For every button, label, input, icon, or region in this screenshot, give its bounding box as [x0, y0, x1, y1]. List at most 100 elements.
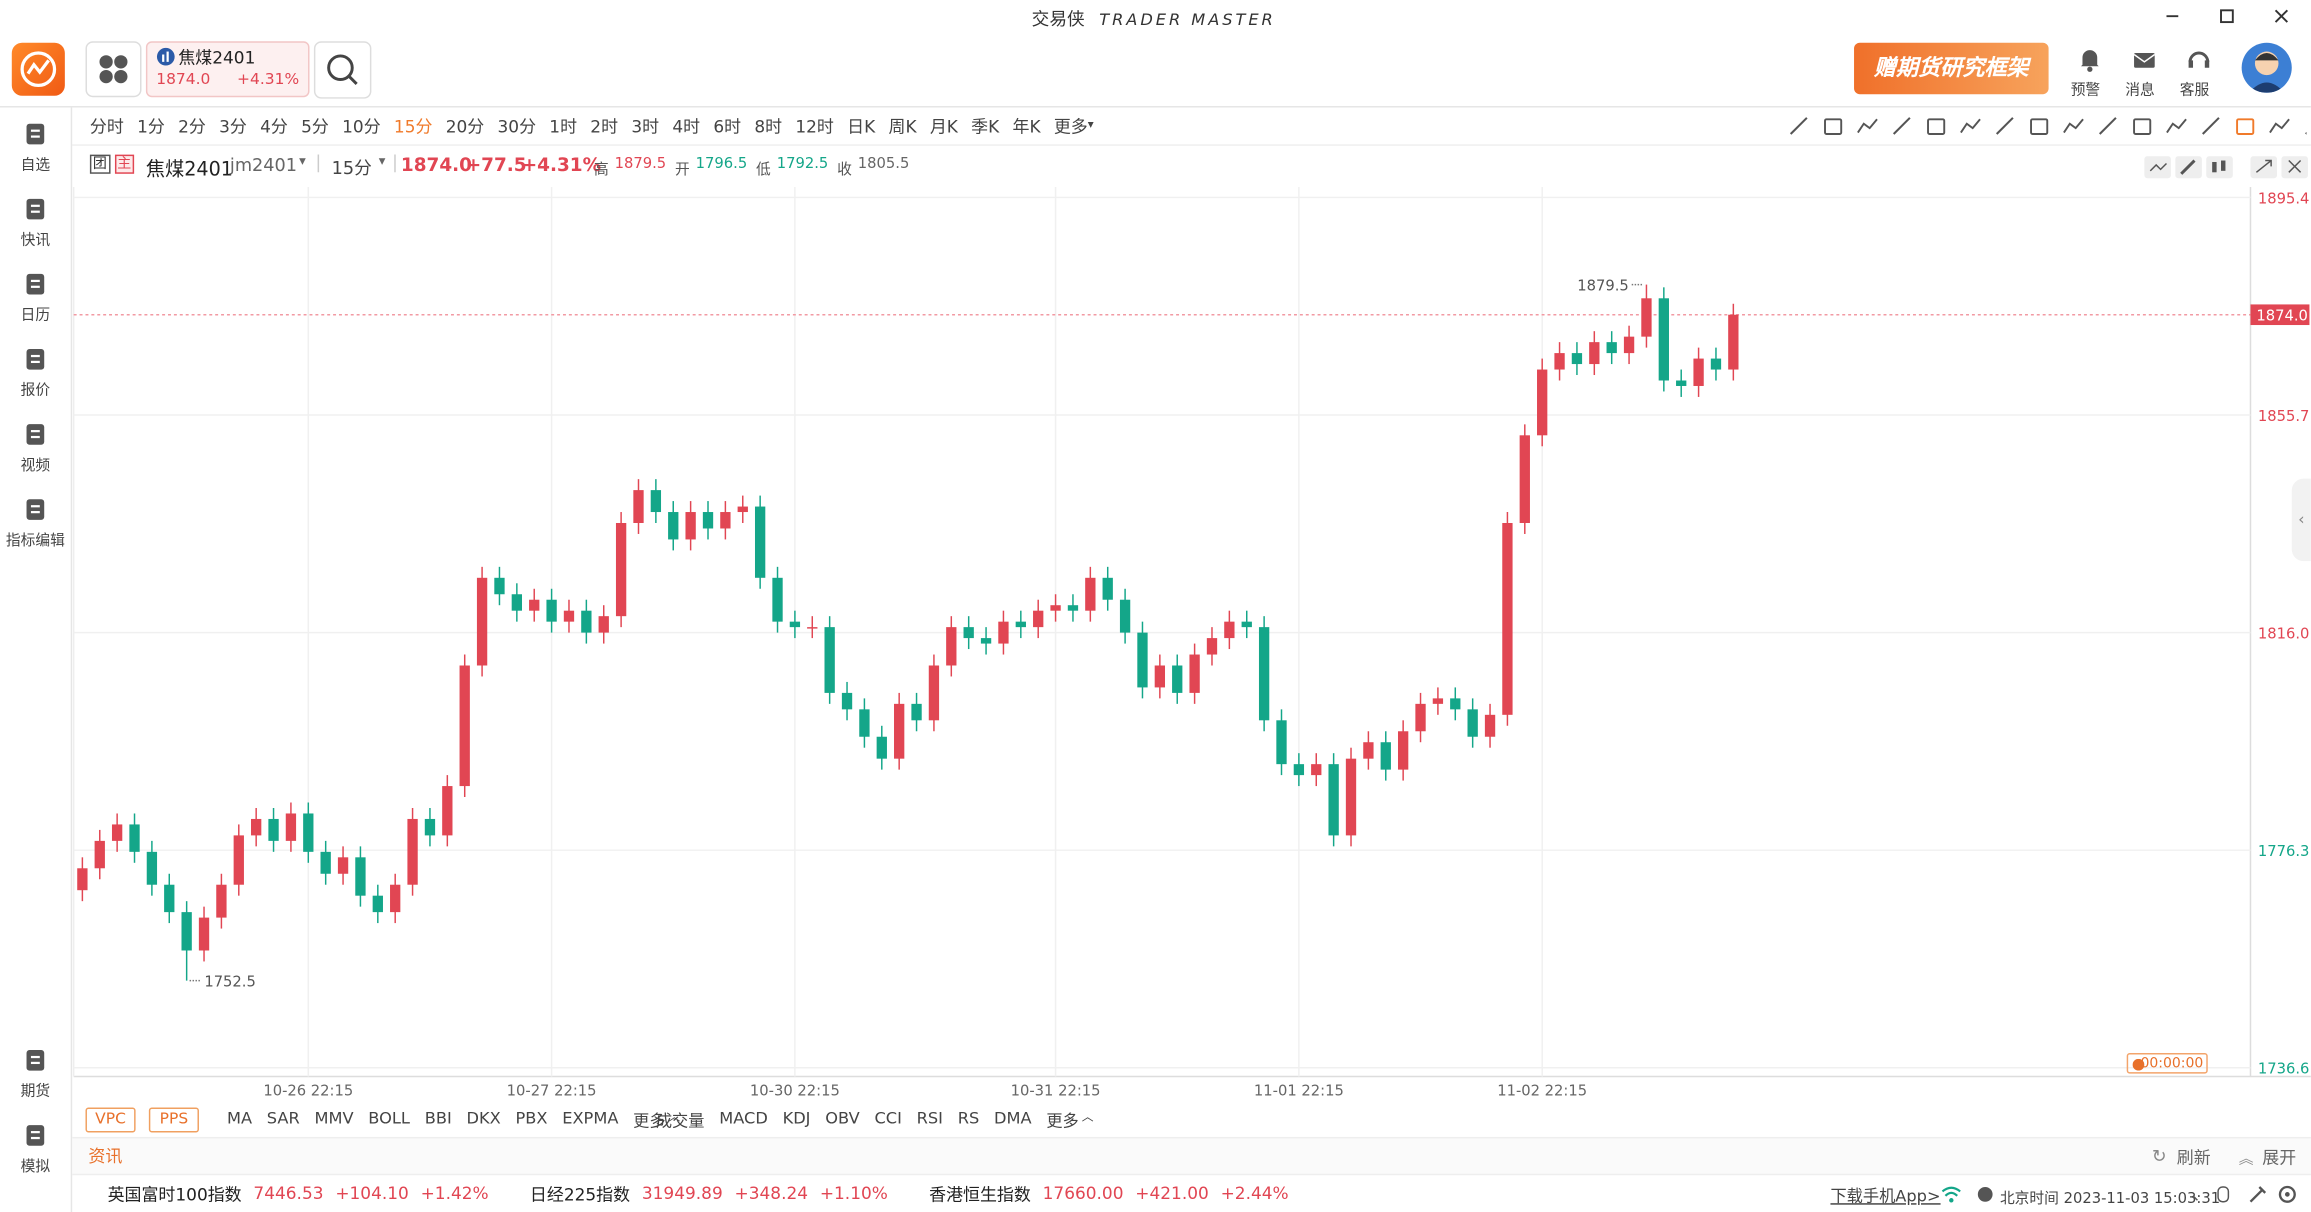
tool-button[interactable] — [1927, 118, 1946, 135]
indicator-option[interactable]: MACD — [719, 1108, 768, 1129]
period-option[interactable]: 更多 — [1053, 116, 1088, 137]
sidebar-item[interactable]: 自选 — [0, 121, 71, 174]
period-option[interactable]: 季K — [971, 116, 1000, 137]
tool-button[interactable] — [2166, 118, 2187, 134]
index-ticker[interactable]: 日经225指数 31949.89 +348.24 +1.10% — [530, 1183, 888, 1207]
indicator-option[interactable]: RS — [957, 1108, 980, 1129]
app-logo[interactable] — [11, 42, 65, 96]
period-option[interactable]: 2分 — [178, 116, 206, 137]
indicator-option[interactable]: SAR — [266, 1108, 300, 1129]
icon[interactable] — [2278, 1185, 2296, 1203]
expand-button[interactable]: 展开 — [2262, 1147, 2297, 1168]
indicator-option[interactable]: PBX — [515, 1108, 548, 1129]
index-ticker[interactable]: 香港恒生指数 17660.00 +421.00 +2.44% — [929, 1183, 1288, 1207]
period-option[interactable]: 15分 — [393, 116, 433, 137]
code-caret[interactable]: ▾ — [299, 154, 306, 170]
period-option[interactable]: 4分 — [260, 116, 288, 137]
tool-button[interactable] — [1960, 118, 1981, 134]
refresh-button[interactable]: 刷新 — [2176, 1147, 2211, 1168]
indicator-option[interactable]: KDJ — [782, 1108, 811, 1129]
sidebar-item[interactable]: 指标编辑 — [0, 496, 71, 549]
index-ticker[interactable]: 英国富时100指数 7446.53 +104.10 +1.42% — [108, 1183, 489, 1207]
tool-button[interactable] — [1857, 118, 1878, 134]
action-label[interactable]: 消息 — [2125, 82, 2155, 99]
search-button[interactable] — [313, 41, 372, 99]
user-avatar[interactable] — [2241, 42, 2292, 93]
period-option[interactable]: 4时 — [672, 116, 701, 137]
indicator-option[interactable]: 更多 — [633, 1111, 666, 1132]
period-option[interactable]: 1分 — [137, 116, 165, 137]
period-option[interactable]: 年K — [1012, 116, 1041, 137]
tool-button[interactable] — [2202, 117, 2220, 135]
indicator-tag[interactable]: PPS — [148, 1107, 199, 1133]
candle-body — [581, 610, 592, 633]
indicator-option[interactable]: BOLL — [368, 1108, 410, 1129]
candle-body — [598, 616, 609, 633]
period-option[interactable]: 3分 — [219, 116, 247, 137]
sidebar-item[interactable]: 日历 — [0, 271, 71, 324]
sidebar-item[interactable]: 期货 — [0, 1047, 71, 1100]
download-link[interactable]: 下载手机App> — [1830, 1186, 1941, 1207]
promo-banner[interactable]: 赠期货研究框架 — [1854, 42, 2049, 95]
period-option[interactable]: 6时 — [713, 116, 742, 137]
tool-button[interactable] — [2063, 118, 2084, 134]
sidebar-item[interactable]: 报价 — [0, 346, 71, 399]
tool-button[interactable] — [1995, 117, 2014, 135]
tool-button[interactable] — [2133, 118, 2152, 135]
period-caret[interactable]: ▾ — [378, 154, 386, 170]
icon[interactable] — [2249, 1186, 2267, 1203]
period-option[interactable]: 1时 — [549, 116, 578, 137]
symbol-code[interactable]: jm2401 — [229, 154, 298, 176]
sidebar-label: 模拟 — [20, 1159, 51, 1176]
candle-body — [1728, 314, 1739, 370]
tool-button[interactable] — [1892, 117, 1911, 135]
period-option[interactable]: 30分 — [497, 116, 537, 137]
tool-button[interactable] — [2269, 118, 2290, 134]
indicator-option[interactable]: EXPMA — [562, 1108, 619, 1129]
symbol-name[interactable]: 焦煤2401 — [145, 159, 233, 182]
period-option[interactable]: 周K — [888, 116, 917, 137]
period-select[interactable]: 15分 — [331, 157, 372, 179]
period-option[interactable]: 日K — [847, 116, 876, 137]
indicator-option[interactable]: MA — [226, 1108, 253, 1129]
tool-button[interactable] — [1824, 118, 1843, 135]
period-option[interactable]: 3时 — [631, 116, 660, 137]
sidebar-icon — [26, 198, 45, 220]
indicator-option[interactable]: OBV — [825, 1108, 860, 1129]
indicator-tag[interactable]: VPC — [85, 1107, 136, 1133]
indicator-option[interactable]: RSI — [916, 1108, 943, 1129]
tool-button[interactable] — [1789, 117, 1808, 135]
tool-button[interactable] — [2236, 118, 2255, 135]
action-label[interactable]: 客服 — [2179, 82, 2210, 99]
indicator-option[interactable]: DKX — [466, 1108, 501, 1129]
period-option[interactable]: 分时 — [89, 116, 124, 137]
icon[interactable] — [2217, 1186, 2230, 1203]
tool-button[interactable] — [2030, 118, 2049, 135]
period-option[interactable]: 20分 — [445, 116, 485, 137]
indicator-option[interactable]: BBI — [424, 1108, 452, 1129]
symbol-tab[interactable]: 焦煤2401 1874.0 +4.31% — [145, 41, 310, 98]
maximize[interactable] — [2220, 9, 2234, 24]
period-option[interactable]: 10分 — [342, 116, 381, 137]
indicator-option[interactable]: MMV — [314, 1108, 354, 1129]
tool-button[interactable] — [2098, 117, 2117, 135]
sidebar-item[interactable]: 模拟 — [0, 1122, 71, 1175]
indicator-option[interactable]: DMA — [994, 1108, 1032, 1129]
sidebar-item[interactable]: 视频 — [0, 421, 71, 474]
indicator-option[interactable]: CCI — [874, 1108, 902, 1129]
period-option[interactable]: 5分 — [301, 116, 329, 137]
collapse-handle[interactable]: ‹ — [2291, 478, 2311, 562]
period-option[interactable]: 月K — [929, 116, 958, 137]
indicator-option[interactable]: 更多 — [1046, 1111, 1079, 1132]
ctrl-btn[interactable] — [2206, 156, 2233, 179]
indicator-option[interactable]: 成交量 — [655, 1111, 705, 1132]
period-option[interactable]: 2时 — [590, 116, 619, 137]
news-title[interactable]: 资讯 — [88, 1145, 123, 1167]
period-option[interactable]: 12时 — [795, 116, 834, 137]
sidebar-item[interactable]: 快讯 — [0, 196, 71, 249]
period-option[interactable]: 8时 — [754, 116, 783, 137]
action-label[interactable]: 预警 — [2070, 82, 2101, 99]
top-bar: 焦煤2401 1874.0 +4.31% 交易侠 TRADER MASTER 赠… — [0, 0, 2311, 108]
close[interactable] — [2274, 9, 2289, 23]
menu-button[interactable] — [85, 41, 142, 98]
